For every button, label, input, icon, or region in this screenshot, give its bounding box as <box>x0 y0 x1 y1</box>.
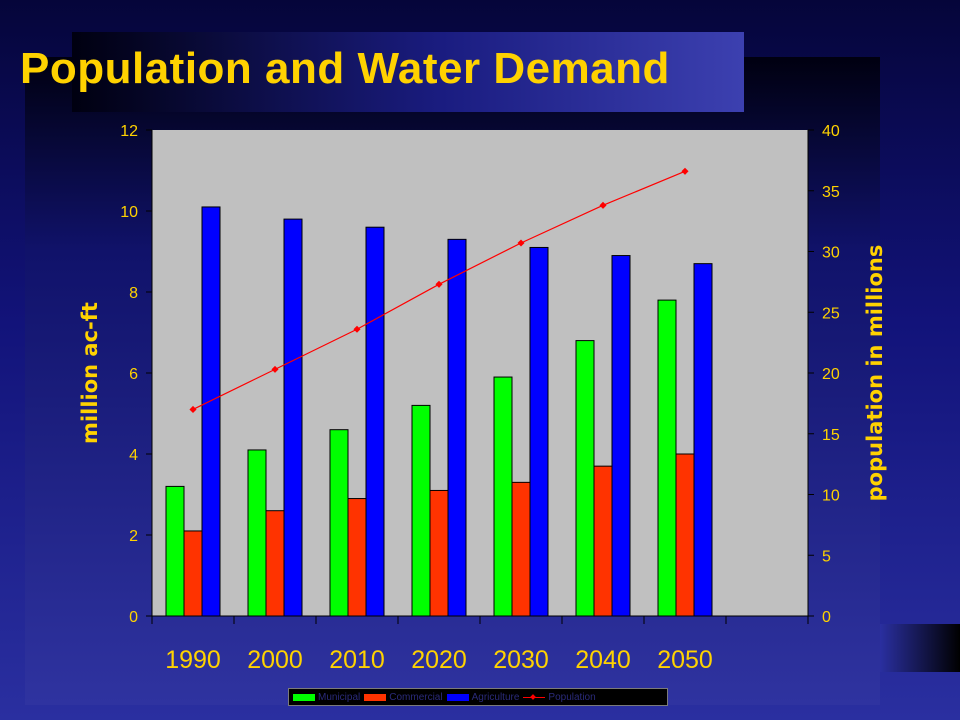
bar-municipal <box>657 299 677 617</box>
bar-municipal <box>493 376 513 617</box>
bar-municipal <box>247 449 267 617</box>
y-tick-label-left: 6 <box>129 366 138 383</box>
population-point <box>517 239 525 247</box>
legend-swatch-agriculture <box>446 693 469 701</box>
x-tick-label: 2050 <box>657 646 713 674</box>
x-tick-label: 2020 <box>411 646 467 674</box>
population-point <box>681 167 689 175</box>
bar-commercial <box>593 465 613 617</box>
y-tick-label-right: 30 <box>822 245 840 262</box>
legend-swatch-population <box>523 694 546 701</box>
bar-agriculture <box>693 263 713 617</box>
y-tick-label-left: 2 <box>129 528 138 545</box>
y-tick-label-right: 35 <box>822 184 840 201</box>
population-point <box>353 325 361 333</box>
legend-label-agriculture: Agriculture <box>471 691 520 703</box>
title-backdrop <box>72 32 744 112</box>
bar-agriculture <box>365 226 385 617</box>
y-tick-label-right: 25 <box>822 305 840 322</box>
bar-commercial <box>347 498 367 617</box>
x-tick-label: 1990 <box>165 646 221 674</box>
x-tick-label: 2030 <box>493 646 549 674</box>
y-tick-label-left: 4 <box>129 447 138 464</box>
bar-agriculture <box>201 206 221 617</box>
decorative-bar <box>880 624 960 672</box>
y-tick-label-right: 15 <box>822 427 840 444</box>
y-tick-label-left: 10 <box>120 204 138 221</box>
y-tick-label-right: 0 <box>822 609 831 626</box>
legend-swatch-commercial <box>364 693 387 701</box>
population-point <box>599 201 607 209</box>
chart-legend: Municipal Commercial Agriculture Populat… <box>288 688 668 706</box>
y-tick-label-right: 10 <box>822 488 840 505</box>
y-tick-label-left: 0 <box>129 609 138 626</box>
bar-agriculture <box>283 218 303 617</box>
x-tick-label: 2040 <box>575 646 631 674</box>
bar-commercial <box>429 489 449 617</box>
population-point <box>189 405 197 413</box>
y-tick-label-left: 12 <box>120 123 138 140</box>
slide-title: Population and Water Demand <box>20 44 670 93</box>
bar-agriculture <box>447 238 467 617</box>
legend-item-municipal: Municipal <box>293 692 360 703</box>
y-tick-label-right: 5 <box>822 548 831 565</box>
bar-municipal <box>165 485 185 617</box>
bar-commercial <box>265 510 285 617</box>
bar-agriculture <box>529 246 549 617</box>
bar-agriculture <box>611 255 631 617</box>
legend-item-population: Population <box>523 691 596 703</box>
bar-commercial <box>511 481 531 617</box>
legend-label-municipal: Municipal <box>318 691 361 703</box>
bar-commercial <box>183 530 203 617</box>
legend-item-agriculture: Agriculture <box>446 691 520 703</box>
legend-item-commercial: Commercial <box>364 691 443 703</box>
bar-commercial <box>675 453 695 617</box>
x-tick-label: 2000 <box>247 646 303 674</box>
y-tick-label-right: 40 <box>822 123 840 140</box>
bar-municipal <box>329 429 349 617</box>
legend-label-commercial: Commercial <box>389 691 443 703</box>
y-tick-label-left: 8 <box>129 285 138 302</box>
y-axis-title-right: population in millions <box>863 245 887 502</box>
y-axis-title-left: million ac-ft <box>78 302 102 444</box>
bar-municipal <box>575 340 595 617</box>
x-tick-label: 2010 <box>329 646 385 674</box>
population-point <box>435 280 443 288</box>
legend-swatch-municipal <box>293 693 315 701</box>
y-tick-label-right: 20 <box>822 366 840 383</box>
population-point <box>271 365 279 373</box>
legend-label-population: Population <box>548 691 596 703</box>
bar-municipal <box>411 404 431 617</box>
